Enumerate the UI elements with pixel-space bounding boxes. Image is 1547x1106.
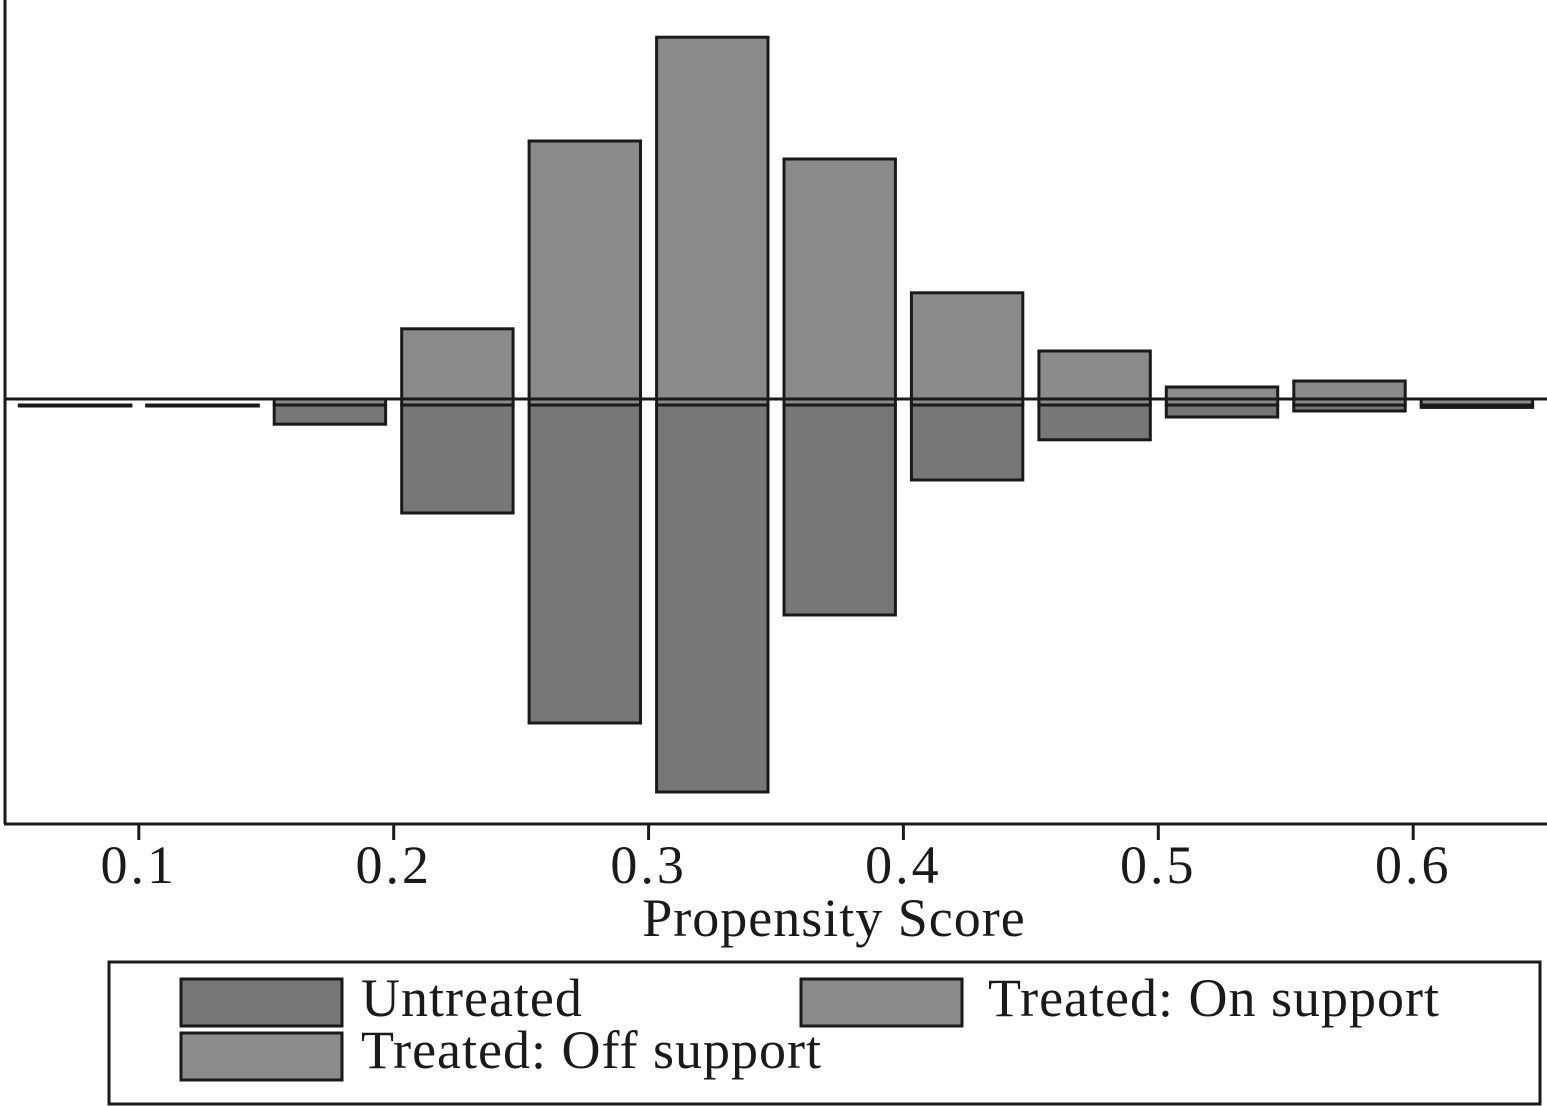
bar-treated-on-support [400,327,515,407]
x-tick-label: 0.4 [865,835,942,895]
bar-treated-on-support [1164,385,1280,407]
x-tick-label: 0.1 [101,835,178,895]
bar-treated-on-support [1037,349,1152,407]
x-axis-title: Propensity Score [642,888,1025,948]
bar-untreated [272,403,388,426]
legend: Untreated Treated: On support Treated: O… [107,960,1542,1106]
x-tick-label: 0.2 [355,835,432,895]
x-tick-label: 0.6 [1375,835,1452,895]
bar-treated-on-support [17,403,133,408]
legend-swatch-treated-off-support [179,1031,344,1082]
legend-label-untreated: Untreated [361,968,583,1028]
bar-treated-on-support [1292,379,1407,407]
treated-on-support-bars [17,35,1535,408]
bar-treated-on-support [909,291,1025,407]
legend-swatch-treated-on-support [799,977,964,1028]
legend-label-treated-on-support: Treated: On support [988,968,1440,1028]
x-tick-label: 0.3 [610,835,687,895]
bar-untreated [400,403,515,515]
bar-untreated [655,403,770,794]
bar-untreated [782,403,897,617]
bar-treated-on-support [655,35,770,407]
bar-treated-on-support [145,403,260,408]
bar-treated-on-support [782,157,897,407]
bar-untreated [527,403,642,725]
bar-untreated [1037,403,1152,442]
bar-treated-on-support [527,139,642,407]
bar-untreated [1164,403,1280,419]
untreated-bars [17,403,1535,794]
legend-label-treated-off-support: Treated: Off support [361,1020,822,1080]
x-tick-label: 0.5 [1120,835,1197,895]
legend-swatch-untreated [179,977,344,1028]
bar-untreated [909,403,1025,482]
x-axis-ticks: 0.1 0.2 0.3 0.4 0.5 0.6 [101,824,1452,895]
